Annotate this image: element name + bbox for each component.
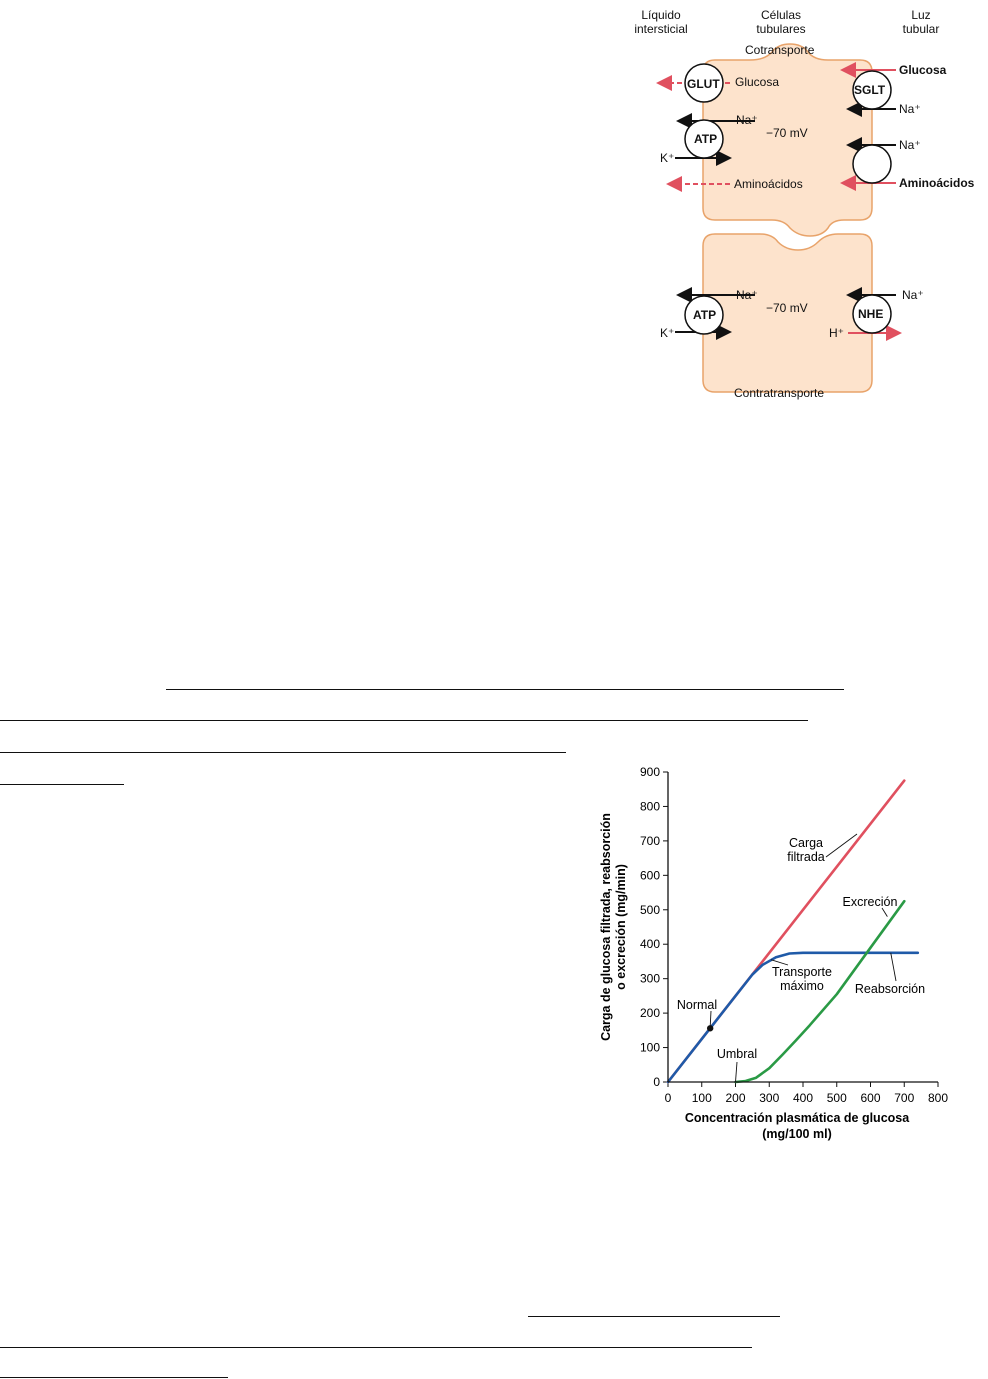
- y-tick-label: 300: [640, 972, 660, 986]
- x-axis-label: Concentración plasmática de glucosa (mg/1…: [685, 1111, 910, 1141]
- chart-series: [666, 779, 920, 1084]
- header-tubular-cells: Células tubulares: [756, 8, 806, 36]
- cotransport-title: Cotransporte: [745, 43, 815, 57]
- x-tick-label: 700: [894, 1091, 914, 1105]
- contratransport-title: Contratransporte: [734, 386, 825, 400]
- x-tick-label: 300: [759, 1091, 779, 1105]
- x-tick-label: 100: [692, 1091, 712, 1105]
- blank-line-4: [0, 784, 124, 785]
- normal-point: [706, 1025, 714, 1032]
- annotation-leader: [709, 1010, 712, 1027]
- annotation-leader: [890, 952, 897, 982]
- sglt-transporter: [852, 70, 892, 110]
- y-tick-label: 100: [640, 1041, 660, 1055]
- chart-annotations: Carga filtrada Excreción Transporte máximo Re…: [677, 833, 925, 1083]
- k-label-top: K⁺: [660, 151, 675, 165]
- annotation-label: Reabsorción: [855, 982, 925, 996]
- top-cell: [702, 43, 873, 237]
- x-axis-ticks: 0 100 200 300 400 500 600 700 800: [665, 1082, 948, 1105]
- x-tick-label: 0: [665, 1091, 672, 1105]
- atp-label-top: ATP: [694, 132, 718, 146]
- annotation-leader: [770, 959, 789, 966]
- y-axis-ticks: 0 100 200 300 400 500 600 700 800 900: [640, 765, 668, 1089]
- annotation-label: Transporte máximo: [772, 965, 832, 993]
- annotation-label: Umbral: [717, 1047, 757, 1061]
- y-tick-label: 900: [640, 765, 660, 779]
- glut-glucose-label: Glucosa: [735, 75, 780, 89]
- glucose-chart: 0 100 200 300 400 500 600 700 800 900 0 100 200 300 4…: [599, 765, 948, 1141]
- annotation-leader: [735, 1061, 738, 1083]
- glut-transporter: [684, 63, 724, 103]
- annotation-leader: [825, 833, 858, 858]
- annotation-leader: [881, 907, 888, 917]
- x-tick-label: 800: [928, 1091, 948, 1105]
- x-tick-label: 200: [725, 1091, 745, 1105]
- y-tick-label: 200: [640, 1006, 660, 1020]
- y-tick-label: 500: [640, 903, 660, 917]
- x-tick-label: 600: [860, 1091, 880, 1105]
- nhe-transporter: [852, 294, 892, 334]
- annotation-label: Excreción: [843, 895, 898, 909]
- lumen-glucose-label: Glucosa: [899, 63, 947, 77]
- y-tick-label: 800: [640, 799, 660, 813]
- blank-line-1: [166, 689, 844, 690]
- sglt-na-label: Na⁺: [899, 102, 921, 116]
- header-interstitial: Líquido intersticial: [634, 8, 688, 36]
- y-tick-label: 400: [640, 937, 660, 951]
- atp-pump-top: [684, 119, 724, 159]
- sglt-label: SGLT: [854, 83, 886, 97]
- blank-line-2: [0, 720, 808, 721]
- cell-shapes: [702, 43, 873, 393]
- atp-label-bottom: ATP: [693, 308, 717, 322]
- k-label-bottom: K⁺: [660, 326, 675, 340]
- bottom-cell: [702, 233, 873, 393]
- x-tick-label: 400: [793, 1091, 813, 1105]
- annotation-label: Normal: [677, 998, 717, 1012]
- aminoacids-out-label: Aminoácidos: [734, 177, 803, 191]
- annotation-label: Carga filtrada: [787, 836, 825, 864]
- blank-line-7: [0, 1377, 228, 1378]
- atp-pump-bottom: [684, 295, 724, 335]
- blank-line-6: [0, 1347, 752, 1348]
- y-tick-label: 700: [640, 834, 660, 848]
- voltage-bottom: −70 mV: [766, 301, 808, 315]
- lumen-aminoacids-label: Aminoácidos: [899, 176, 975, 190]
- y-tick-label: 0: [653, 1075, 660, 1089]
- nhe-label: NHE: [858, 307, 884, 321]
- aminoacid-transporter: [852, 144, 892, 184]
- blank-line-3: [0, 752, 566, 753]
- max-transport-line: [666, 951, 920, 1084]
- nhe-na-label: Na⁺: [902, 288, 924, 302]
- chart-axes: [667, 772, 938, 1083]
- voltage-top: −70 mV: [766, 126, 808, 140]
- x-tick-label: 500: [827, 1091, 847, 1105]
- y-tick-label: 600: [640, 868, 660, 882]
- excretion-line: [734, 899, 906, 1084]
- na-label-bottom: Na⁺: [736, 288, 758, 302]
- y-axis-label: Carga de glucosa filtrada, reabsorcióno …: [599, 813, 628, 1041]
- glut-label: GLUT: [687, 77, 720, 91]
- h-label: H⁺: [829, 326, 844, 340]
- aa-na-label: Na⁺: [899, 138, 921, 152]
- transport-arrows: [656, 62, 902, 341]
- na-label-top: Na⁺: [736, 113, 758, 127]
- blank-line-5: [528, 1316, 780, 1317]
- header-lumen: Luz tubular: [902, 8, 940, 36]
